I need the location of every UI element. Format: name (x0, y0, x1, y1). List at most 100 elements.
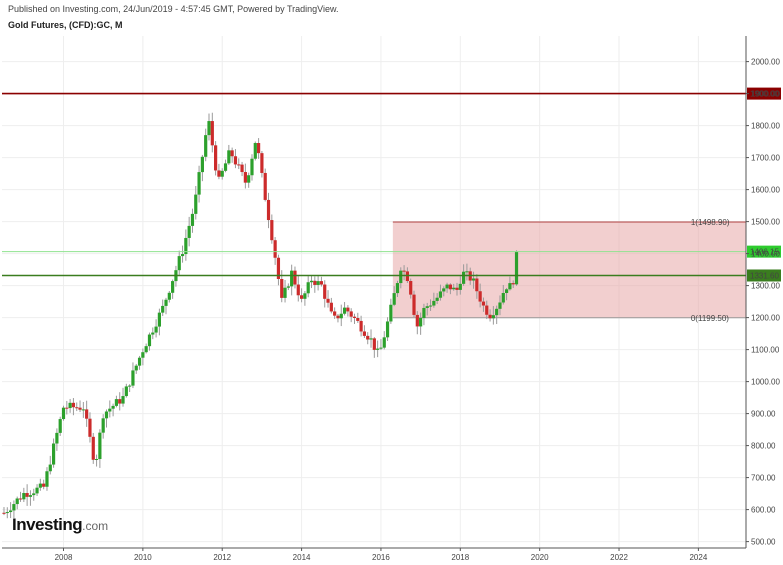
candle[interactable] (214, 141, 218, 176)
candle[interactable] (286, 283, 290, 291)
candle[interactable] (5, 507, 9, 519)
candle[interactable] (167, 290, 171, 303)
candles[interactable] (2, 112, 519, 519)
candle[interactable] (204, 128, 208, 162)
candle[interactable] (366, 332, 370, 345)
candle[interactable] (141, 348, 145, 366)
candle[interactable] (28, 490, 33, 506)
candle[interactable] (65, 400, 69, 415)
candle[interactable] (260, 151, 264, 178)
candle[interactable] (25, 484, 29, 506)
candle[interactable] (51, 438, 56, 468)
candle[interactable] (144, 343, 148, 354)
candle[interactable] (266, 192, 271, 229)
candle[interactable] (91, 432, 95, 464)
candle[interactable] (151, 327, 155, 340)
candle[interactable] (323, 280, 327, 308)
candle[interactable] (458, 276, 462, 295)
candle[interactable] (399, 267, 403, 289)
candle[interactable] (339, 304, 343, 327)
candle[interactable] (309, 275, 314, 289)
candle[interactable] (22, 487, 26, 503)
candle[interactable] (38, 478, 42, 491)
candle[interactable] (78, 400, 82, 413)
candle[interactable] (329, 297, 333, 314)
candle[interactable] (501, 284, 505, 305)
candle[interactable] (409, 278, 413, 299)
candle[interactable] (61, 405, 66, 421)
candle[interactable] (508, 276, 512, 291)
candle[interactable] (42, 479, 46, 490)
candle[interactable] (419, 312, 423, 335)
candle[interactable] (465, 263, 469, 281)
candle[interactable] (94, 454, 99, 467)
candle[interactable] (349, 308, 353, 323)
candle[interactable] (438, 284, 443, 301)
candle[interactable] (372, 337, 376, 358)
candle[interactable] (48, 455, 52, 475)
candle[interactable] (504, 287, 509, 301)
candle[interactable] (177, 250, 181, 275)
candle[interactable] (197, 165, 201, 203)
candle[interactable] (243, 163, 247, 189)
candle[interactable] (101, 414, 105, 439)
candle[interactable] (223, 159, 228, 173)
candle[interactable] (210, 112, 214, 153)
candle[interactable] (485, 300, 489, 320)
candle[interactable] (415, 311, 419, 335)
candle[interactable] (428, 299, 433, 311)
candle[interactable] (306, 276, 310, 298)
candle[interactable] (2, 507, 6, 516)
candle[interactable] (481, 297, 486, 312)
candle[interactable] (237, 158, 241, 170)
candle[interactable] (402, 265, 406, 281)
candle[interactable] (389, 298, 393, 324)
candle[interactable] (273, 237, 277, 265)
candle[interactable] (442, 286, 446, 297)
candle[interactable] (263, 168, 267, 202)
candle[interactable] (356, 312, 360, 323)
candle[interactable] (184, 229, 188, 261)
candle[interactable] (75, 402, 79, 412)
candle[interactable] (88, 412, 92, 443)
candle[interactable] (488, 309, 492, 322)
candle[interactable] (342, 302, 347, 316)
candle[interactable] (445, 282, 449, 293)
candle[interactable] (164, 297, 168, 315)
candle[interactable] (180, 245, 185, 263)
candle[interactable] (336, 313, 340, 323)
candle[interactable] (293, 266, 297, 289)
candle[interactable] (452, 283, 456, 291)
candle[interactable] (131, 362, 135, 389)
candle[interactable] (475, 274, 479, 299)
candle[interactable] (511, 280, 515, 288)
candle[interactable] (319, 276, 324, 287)
candle[interactable] (124, 383, 128, 398)
candle[interactable] (190, 208, 195, 233)
candle[interactable] (495, 305, 499, 325)
candle[interactable] (227, 144, 231, 165)
candle[interactable] (98, 429, 102, 468)
candle[interactable] (498, 295, 502, 316)
candle[interactable] (71, 398, 76, 416)
candle[interactable] (121, 387, 125, 407)
candle[interactable] (256, 138, 261, 159)
candle[interactable] (303, 290, 307, 306)
candle[interactable] (247, 172, 251, 188)
candle[interactable] (18, 491, 23, 502)
candle[interactable] (233, 149, 238, 169)
candle[interactable] (296, 275, 300, 302)
candle[interactable] (376, 340, 380, 358)
candle[interactable] (333, 307, 337, 319)
candle[interactable] (313, 276, 317, 293)
candle[interactable] (157, 308, 161, 336)
candle[interactable] (369, 329, 373, 348)
candle[interactable] (200, 154, 204, 182)
candle[interactable] (283, 280, 287, 303)
candle[interactable] (379, 339, 383, 351)
candle[interactable] (137, 355, 142, 370)
candle[interactable] (128, 384, 132, 393)
candle[interactable] (68, 398, 72, 413)
candle[interactable] (478, 283, 482, 308)
